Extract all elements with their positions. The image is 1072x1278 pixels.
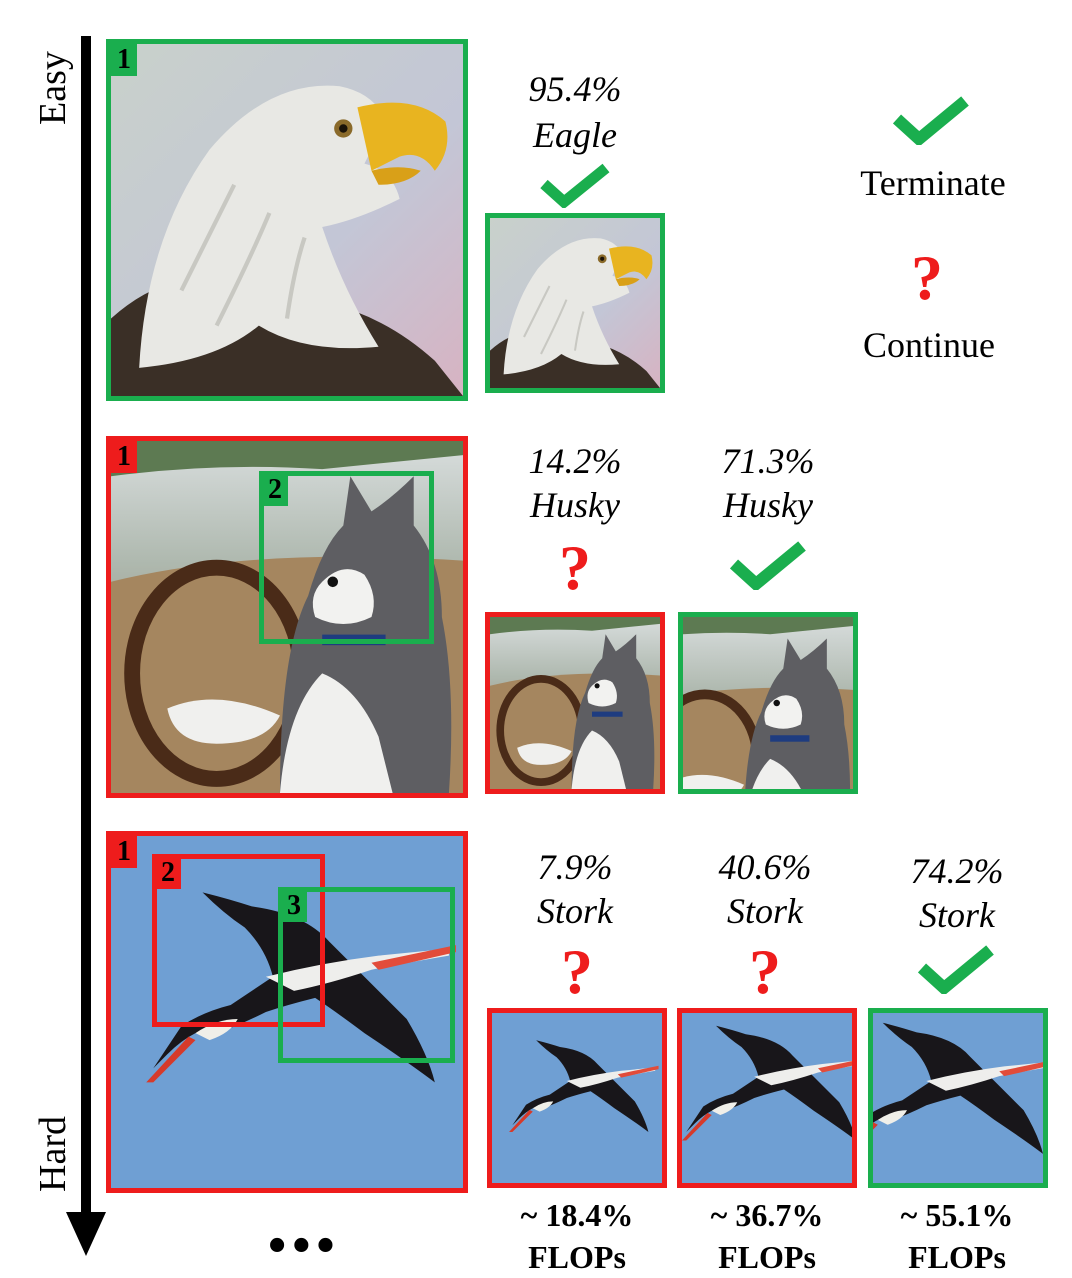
check-icon: [893, 96, 969, 145]
axis-label-hard: Hard: [32, 1116, 74, 1192]
flops-value: ~ 18.4%: [520, 1197, 634, 1233]
region-tag: 2: [262, 474, 288, 506]
question-icon: ?: [749, 936, 781, 1007]
legend-continue-label: Continue: [863, 325, 995, 365]
question-icon: ?: [559, 532, 591, 603]
step-class-label: Husky: [530, 485, 620, 525]
difficulty-arrow-head: [66, 1212, 106, 1256]
region-tag: 1: [111, 836, 137, 868]
step-confidence: 40.6%: [718, 847, 812, 887]
step-class-label: Husky: [723, 485, 813, 525]
flops-unit: FLOPs: [718, 1239, 816, 1275]
region-box: [259, 471, 434, 644]
husky-full-image: [106, 436, 468, 798]
region-tag: 2: [155, 857, 181, 889]
step-confidence: 71.3%: [721, 441, 815, 481]
question-icon: ?: [911, 242, 943, 313]
axis-label-easy: Easy: [32, 51, 74, 125]
check-icon: [730, 541, 806, 590]
region-tag: 1: [111, 44, 137, 76]
check-icon: [540, 163, 610, 208]
question-icon: ?: [561, 936, 593, 1007]
legend-terminate-label: Terminate: [860, 163, 1006, 203]
step-class-label: Eagle: [533, 115, 617, 155]
step-confidence: 14.2%: [528, 441, 622, 481]
region-box: [278, 887, 455, 1063]
eagle-full-image: [106, 39, 468, 401]
ellipsis: •••: [268, 1217, 341, 1274]
stork-crop-3: [868, 1008, 1048, 1188]
check-icon: [918, 945, 994, 994]
flops-unit: FLOPs: [528, 1239, 626, 1275]
husky-crop-2: [678, 612, 858, 794]
region-tag: 1: [111, 441, 137, 473]
flops-value: ~ 36.7%: [710, 1197, 824, 1233]
stork-crop-2: [677, 1008, 857, 1188]
step-confidence: 7.9%: [537, 847, 613, 887]
step-class-label: Stork: [919, 895, 995, 935]
region-tag: 3: [281, 890, 307, 922]
eagle-crop-1: [485, 213, 665, 393]
stork-crop-1: [487, 1008, 667, 1188]
difficulty-axis: [81, 36, 91, 1216]
region-box: [152, 854, 325, 1027]
stork-full-image: [106, 831, 468, 1193]
step-confidence: 95.4%: [528, 69, 622, 109]
step-confidence: 74.2%: [910, 851, 1004, 891]
flops-value: ~ 55.1%: [900, 1197, 1014, 1233]
flops-unit: FLOPs: [908, 1239, 1006, 1275]
step-class-label: Stork: [537, 891, 613, 931]
step-class-label: Stork: [727, 891, 803, 931]
husky-crop-1: [485, 612, 665, 794]
